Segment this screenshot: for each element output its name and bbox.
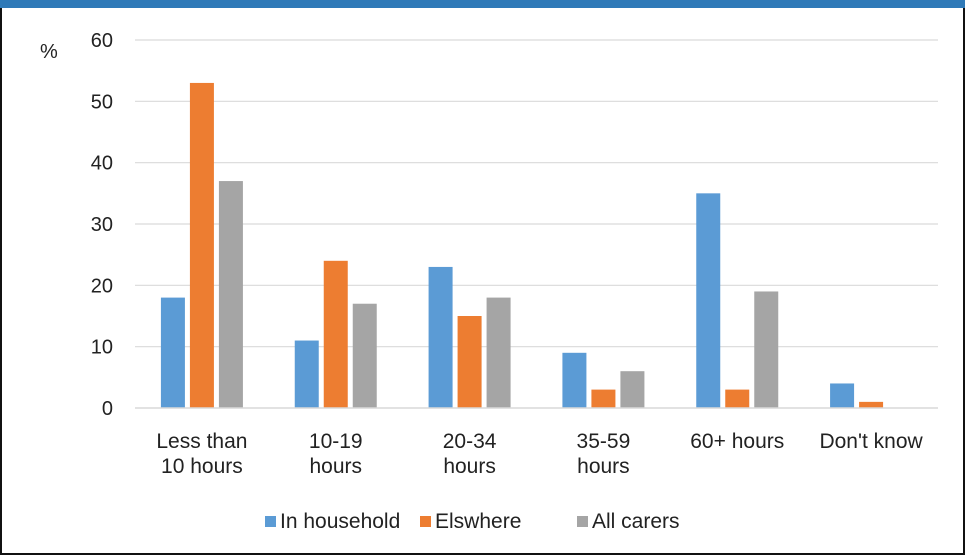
y-tick-label: 10: [91, 337, 113, 359]
bar: [160, 297, 185, 408]
x-tick-labels: Less than 10 hours 10-19 hours 20-34 hours 35-…: [156, 430, 923, 478]
y-tick-label: 60: [91, 30, 113, 52]
bar: [754, 291, 779, 408]
bar: [428, 266, 453, 408]
bar: [859, 401, 884, 408]
bar: [352, 303, 377, 408]
legend-label: In household: [280, 510, 400, 533]
x-tick-label: 10-19 hours: [309, 430, 363, 478]
x-tick-label: 20-34 hours: [443, 430, 497, 478]
bars: [160, 82, 884, 408]
header-strip: [0, 0, 965, 8]
legend-label: Elswhere: [435, 510, 521, 533]
gridlines: [135, 39, 938, 348]
x-tick-label: 60+ hours: [690, 430, 784, 453]
bar: [725, 389, 750, 408]
bar: [189, 82, 214, 408]
legend-swatch: [420, 516, 431, 527]
y-tick-label: 40: [91, 153, 113, 175]
x-tick-label: Don't know: [819, 430, 923, 453]
legend-swatch: [265, 516, 276, 527]
bar: [696, 193, 721, 408]
legend: In household Elswhere All carers: [265, 510, 680, 533]
x-tick-label: Less than 10 hours: [156, 430, 247, 478]
bar: [294, 340, 319, 408]
y-tick-label: 30: [91, 214, 113, 236]
legend-swatch: [577, 516, 588, 527]
legend-label: All carers: [592, 510, 680, 533]
x-tick-label: 35-59 hours: [577, 430, 631, 478]
y-tick-label: 50: [91, 91, 113, 113]
y-tick-labels: 0 10 20 30 40 50 60: [91, 30, 113, 420]
y-tick-label: 0: [102, 398, 113, 420]
bar: [486, 297, 511, 408]
bar: [323, 260, 348, 408]
bar: [218, 181, 243, 408]
bar: [591, 389, 616, 408]
bar: [457, 316, 482, 408]
y-axis-label: %: [40, 41, 58, 63]
y-tick-label: 20: [91, 275, 113, 297]
bar: [620, 371, 645, 408]
bar: [830, 383, 855, 408]
bar: [562, 352, 587, 408]
chart-frame: % 0 10 20 30 40 50 60 Less than 10 hours 10-19 ho…: [0, 8, 965, 555]
bar-chart: % 0 10 20 30 40 50 60 Less than 10 hours 10-19 ho…: [40, 30, 938, 533]
